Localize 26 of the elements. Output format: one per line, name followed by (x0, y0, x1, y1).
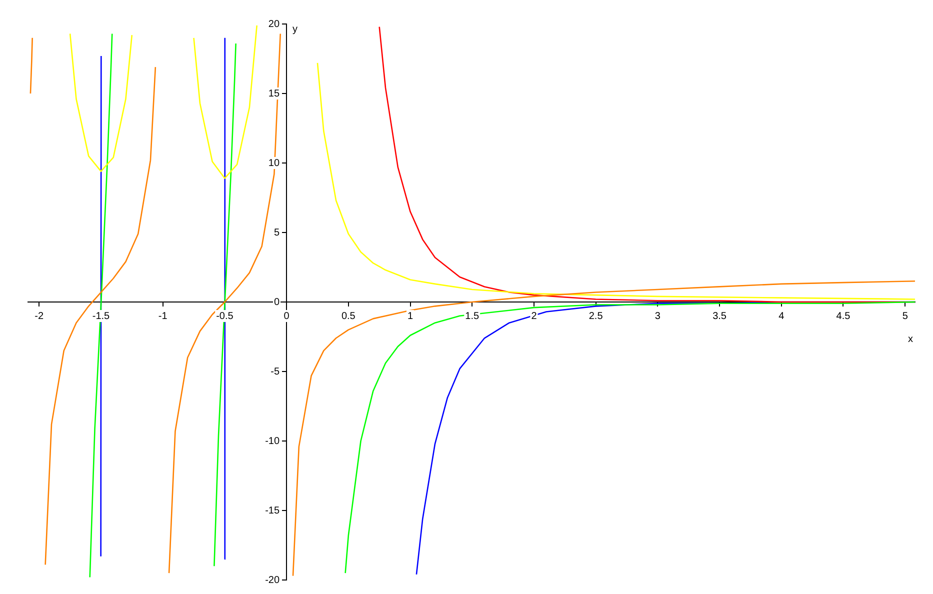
y-tick-label: -15 (265, 505, 280, 516)
x-tick-label: 1 (407, 310, 414, 322)
x-tick-label: -1.5 (92, 310, 110, 322)
x-tick-label: -1 (158, 310, 168, 322)
y-axis-title: y (292, 24, 298, 35)
x-tick-label: 3.5 (712, 310, 727, 322)
x-tick-label: 1.5 (465, 310, 480, 322)
y-tick-label: -20 (265, 574, 280, 586)
x-tick-label: 4.5 (836, 310, 851, 322)
y-tick-label: -5 (270, 366, 280, 378)
x-tick-label: 5 (902, 310, 908, 322)
x-tick-label: 0 (284, 310, 290, 322)
y-tick-label: -10 (265, 436, 280, 447)
y-tick-label: 5 (274, 227, 280, 238)
y-tick-label: 20 (268, 18, 280, 30)
y-tick-label: 15 (268, 88, 280, 100)
x-axis-title: x (908, 334, 913, 345)
x-tick-label: 2.5 (588, 310, 604, 322)
y-tick-label: 10 (268, 158, 280, 169)
x-tick-label: 4 (778, 310, 785, 322)
x-tick-label: 2 (531, 310, 538, 322)
x-tick-label: 3 (654, 310, 661, 322)
x-tick-label: 0.5 (341, 310, 356, 322)
y-tick-label: 0 (274, 296, 280, 308)
x-tick-label: -0.5 (216, 310, 234, 322)
x-tick-label: -2 (34, 310, 44, 322)
